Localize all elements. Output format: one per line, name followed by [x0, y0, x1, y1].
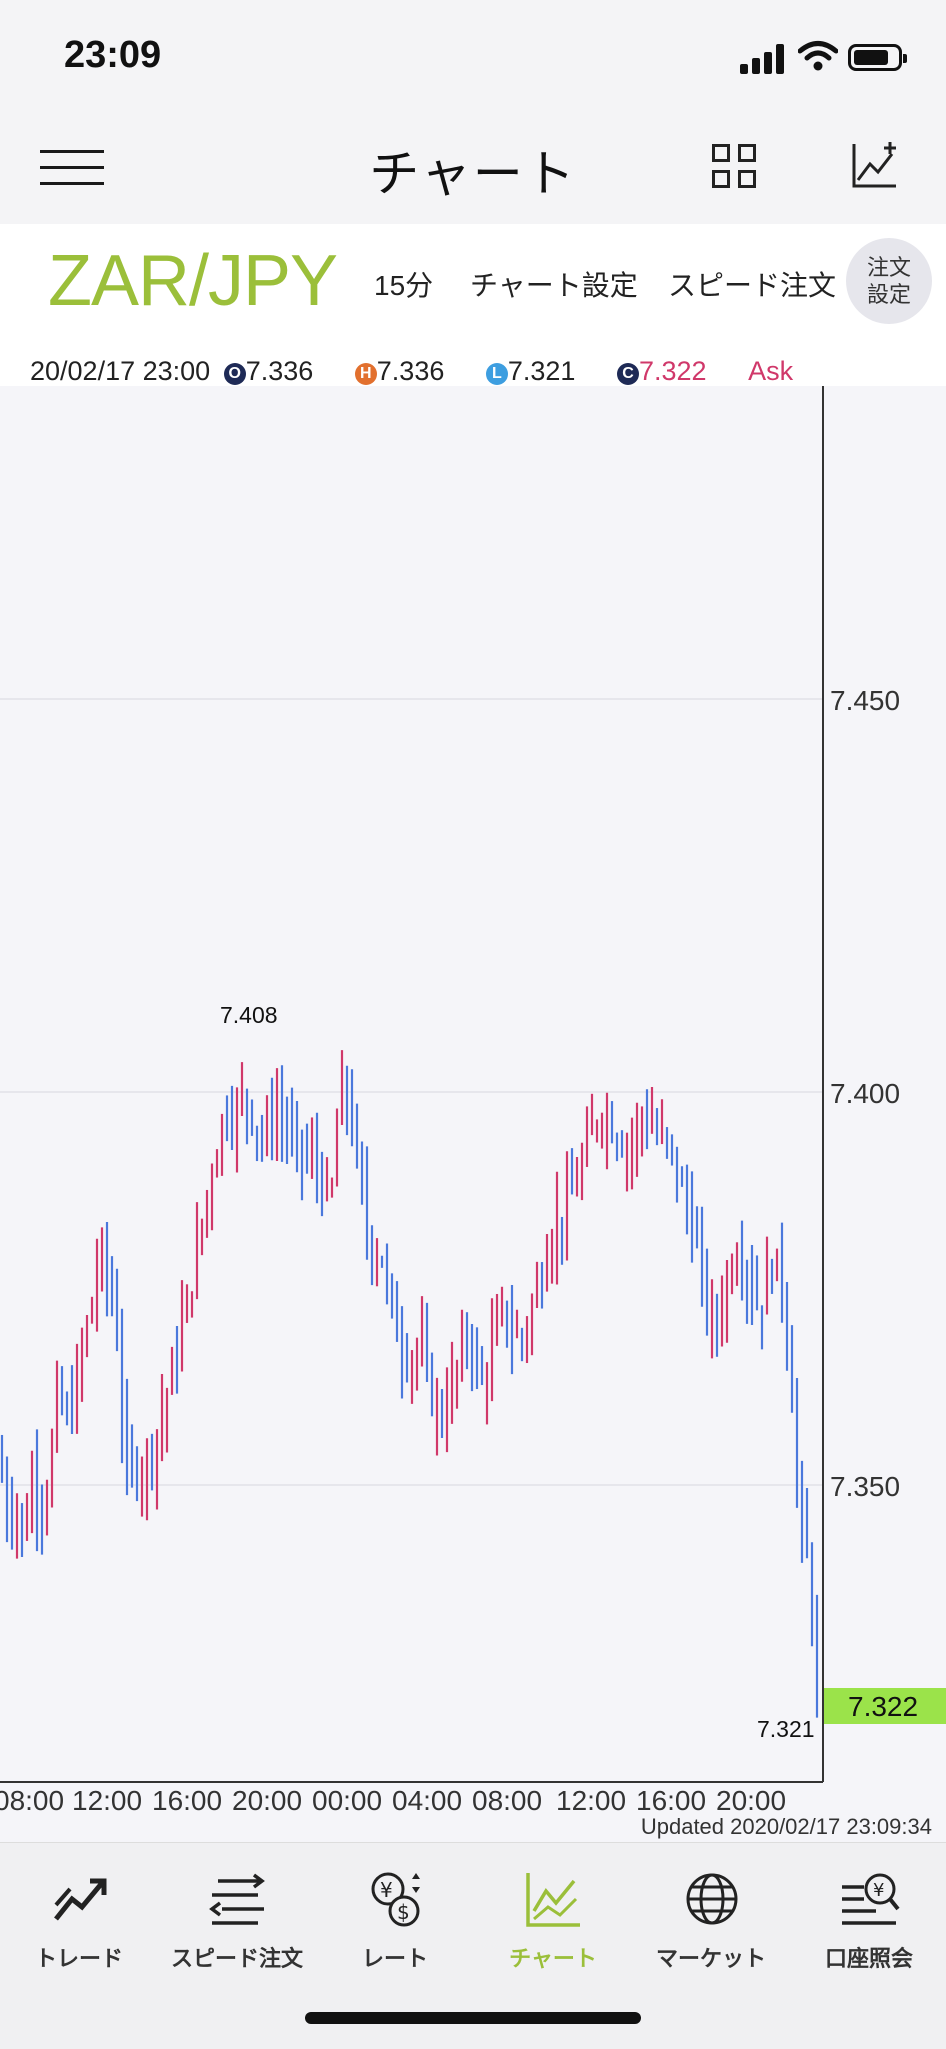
ohlc-low: 7.321 [507, 356, 576, 386]
current-price-label: 7.322 [848, 1691, 918, 1722]
ohlc-readout: 20/02/17 23:00 O 7.336 H 7.336 L 7.321 C 7.3… [30, 356, 793, 387]
battery-icon [848, 44, 907, 71]
ohlc-bars [0, 1050, 819, 1718]
account-icon: ¥ [842, 1873, 900, 1925]
order-settings-line1: 注文 [866, 255, 911, 280]
low-badge-icon: L [485, 363, 508, 385]
ohlc-datetime: 20/02/17 23:00 [30, 356, 211, 386]
market-icon [686, 1873, 738, 1925]
x-tick-1200: 12:00 [72, 1785, 142, 1816]
status-time: 23:09 [64, 34, 162, 76]
rate-icon: ¥ $ [371, 1872, 420, 1927]
open-badge-icon: O [223, 363, 246, 385]
close-badge-icon: C [616, 363, 639, 385]
tab-rate[interactable]: ¥ $ レート [316, 1843, 474, 1993]
timeframe-button[interactable]: 15分 [374, 270, 434, 301]
high-badge-icon: H [354, 363, 377, 385]
tab-trade[interactable]: トレード [0, 1843, 158, 1993]
x-tick-2000b: 20:00 [716, 1785, 786, 1816]
price-type-label: Ask [748, 356, 794, 386]
updated-timestamp: Updated 2020/02/17 23:09:34 [640, 1814, 932, 1839]
x-tick-0800b: 08:00 [472, 1785, 542, 1816]
low-price-label: 7.321 [757, 1716, 815, 1742]
x-tick-0000: 00:00 [312, 1785, 382, 1816]
high-price-label: 7.408 [220, 1002, 278, 1028]
status-bar: 23:09 [0, 0, 946, 110]
tab-speed-order-label: スピード注文 [170, 1946, 303, 1971]
currency-pair[interactable]: ZAR/JPY [48, 241, 338, 321]
svg-text:¥: ¥ [873, 1880, 884, 1901]
tab-account[interactable]: ¥ 口座照会 [790, 1843, 946, 1993]
hamburger-menu-icon[interactable] [40, 150, 104, 186]
tab-trade-label: トレード [34, 1946, 123, 1971]
svg-text:¥: ¥ [380, 1878, 393, 1902]
home-indicator [305, 2012, 641, 2024]
x-tick-2000: 20:00 [232, 1785, 302, 1816]
page-title: チャート [369, 146, 577, 202]
tab-chart[interactable]: チャート [474, 1843, 632, 1993]
symbol-bar: ZAR/JPY 15分 チャート設定 スピード注文 注文 設定 20/02/17… [0, 224, 946, 386]
layout-grid-icon[interactable] [712, 144, 758, 190]
ohlc-close: 7.322 [638, 356, 707, 386]
trade-icon [54, 1878, 107, 1921]
signal-icon [740, 44, 784, 74]
x-tick-0800: 08:00 [0, 1785, 64, 1816]
y-tick-7-450: 7.450 [830, 685, 900, 716]
tab-rate-label: レート [361, 1946, 428, 1971]
x-tick-0400: 04:00 [392, 1785, 462, 1816]
ohlc-open: 7.336 [245, 356, 314, 386]
tab-chart-label: チャート [509, 1946, 597, 1971]
speed-order-button[interactable]: スピード注文 [668, 270, 837, 301]
order-settings-line2: 設定 [866, 282, 911, 307]
tab-market[interactable]: マーケット [632, 1843, 790, 1993]
order-settings-button[interactable]: 注文 設定 [846, 238, 932, 324]
x-tick-1600b: 16:00 [636, 1785, 706, 1816]
add-indicator-icon[interactable] [850, 140, 900, 190]
wifi-icon [798, 41, 838, 71]
y-tick-7-400: 7.400 [830, 1078, 900, 1109]
tab-speed-order[interactable]: スピード注文 [158, 1843, 316, 1993]
y-tick-7-350: 7.350 [830, 1471, 900, 1502]
ohlc-high: 7.336 [376, 356, 445, 386]
chart-settings-button[interactable]: チャート設定 [470, 270, 638, 301]
svg-text:$: $ [397, 1900, 410, 1924]
current-price-marker [824, 1688, 946, 1724]
price-chart[interactable]: 7.450 7.400 7.350 7.408 7.321 7.322 08:0… [0, 386, 946, 1846]
speed-order-icon [209, 1873, 265, 1925]
x-tick-1600: 16:00 [152, 1785, 222, 1816]
tab-market-label: マーケット [655, 1946, 766, 1971]
tab-account-label: 口座照会 [824, 1946, 913, 1971]
app-header: チャート [0, 110, 946, 224]
chart-icon [526, 1873, 580, 1927]
x-tick-1200b: 12:00 [556, 1785, 626, 1816]
chart-canvas[interactable]: 7.450 7.400 7.350 7.408 7.321 7.322 08:0… [0, 386, 946, 1846]
